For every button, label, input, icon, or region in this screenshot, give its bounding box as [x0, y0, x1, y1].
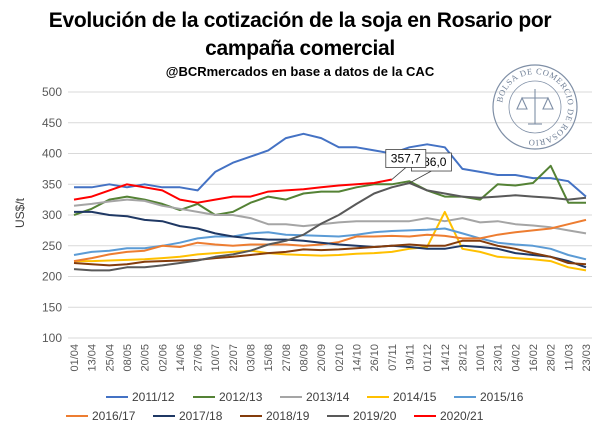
y-axis-ticks: 100 150 200 250 300 350 400 450 500 [42, 85, 62, 345]
x-tick-label: 28/12 [457, 344, 469, 372]
legend-label: 2019/20 [353, 409, 397, 423]
legend: 2011/12 2012/13 2013/14 2014/15 2015/16 2016/… [66, 390, 524, 423]
grid-lines [68, 91, 592, 339]
chart-title-line1: Evolución de la cotización de la soja en… [48, 9, 552, 32]
x-tick-label: 26/10 [369, 344, 381, 372]
y-tick-label: 500 [42, 85, 62, 99]
chart-subtitle: @BCRmercados en base a datos de la CAC [165, 64, 435, 79]
legend-label: 2013/14 [306, 390, 350, 404]
x-tick-label: 27/06 [193, 344, 205, 372]
x-tick-label: 20/05 [140, 344, 152, 372]
x-tick-label: 02/10 [334, 344, 346, 372]
x-axis-ticks: 01/04 13/04 25/04 08/05 20/05 02/06 14/06 27/06… [69, 344, 593, 372]
annotation-2: 357,7 [385, 149, 427, 180]
x-tick-label: 16/02 [528, 344, 540, 372]
legend-label: 2017/18 [179, 409, 223, 423]
x-tick-label: 08/09 [299, 344, 311, 372]
x-tick-label: 23/03 [581, 344, 593, 372]
x-tick-label: 07/11 [387, 344, 399, 371]
legend-label: 2014/15 [393, 390, 437, 404]
legend-item-2012-13: 2012/13 [193, 390, 263, 404]
x-tick-label: 20/09 [316, 344, 328, 372]
x-tick-label: 11/03 [563, 344, 575, 371]
x-tick-label: 13/04 [87, 344, 99, 372]
y-tick-label: 350 [42, 177, 62, 191]
legend-label: 2016/17 [92, 409, 136, 423]
legend-item-2019-20: 2019/20 [327, 409, 397, 423]
y-tick-label: 200 [42, 270, 62, 284]
y-tick-label: 250 [42, 239, 62, 253]
legend-item-2011-12: 2011/12 [106, 390, 175, 404]
x-tick-label: 25/04 [104, 344, 116, 372]
y-tick-label: 450 [42, 116, 62, 130]
series-line-2017-18 [74, 210, 587, 269]
x-tick-label: 03/08 [246, 344, 258, 372]
x-tick-label: 14/12 [440, 344, 452, 372]
series-line-2018-19 [73, 239, 587, 267]
legend-label: 2018/19 [266, 409, 310, 423]
series-lines [73, 132, 587, 272]
bcr-seal-logo: BOLSA DE COMERCIO DE ROSARIO [492, 64, 578, 150]
series-line-2019-20 [73, 182, 587, 272]
x-tick-label: 23/01 [493, 344, 505, 372]
x-tick-label: 01/04 [69, 344, 81, 372]
legend-item-2016-17: 2016/17 [66, 409, 136, 423]
x-tick-label: 15/08 [263, 344, 275, 372]
legend-label: 2011/12 [132, 390, 175, 404]
y-tick-label: 150 [42, 300, 62, 314]
legend-label: 2020/21 [440, 409, 484, 423]
annotation-label: 357,7 [391, 152, 421, 166]
x-tick-label: 22/07 [228, 344, 240, 372]
chart-title-line2: campaña comercial [205, 37, 395, 60]
x-tick-label: 04/02 [510, 344, 522, 372]
series-line-2013-14 [73, 198, 587, 235]
series-line-2020-21 [73, 178, 392, 204]
y-tick-label: 400 [42, 147, 62, 161]
x-tick-label: 10/01 [475, 344, 487, 372]
y-tick-label: 300 [42, 208, 62, 222]
x-tick-label: 19/11 [404, 344, 416, 371]
legend-item-2018-19: 2018/19 [240, 409, 310, 423]
x-tick-label: 08/05 [122, 344, 134, 372]
legend-label: 2012/13 [219, 390, 263, 404]
series-line-2011-12 [74, 132, 587, 198]
legend-item-2015-16: 2015/16 [454, 390, 524, 404]
x-tick-label: 14/10 [351, 344, 363, 372]
y-axis-label: US$/t [13, 197, 27, 228]
legend-item-2013-14: 2013/14 [280, 390, 350, 404]
legend-item-2017-18: 2017/18 [153, 409, 223, 423]
x-tick-label: 10/07 [210, 344, 222, 372]
legend-item-2014-15: 2014/15 [367, 390, 437, 404]
x-tick-label: 01/12 [422, 344, 434, 372]
legend-label: 2015/16 [480, 390, 524, 404]
x-tick-label: 14/06 [175, 344, 187, 372]
x-tick-label: 27/08 [281, 344, 293, 372]
series-line-2014-15 [74, 210, 587, 272]
legend-item-2020-21: 2020/21 [414, 409, 484, 423]
x-tick-label: 28/02 [546, 344, 558, 372]
y-tick-label: 100 [42, 331, 62, 345]
series-line-2012-13 [73, 164, 586, 216]
x-tick-label: 02/06 [157, 344, 169, 372]
